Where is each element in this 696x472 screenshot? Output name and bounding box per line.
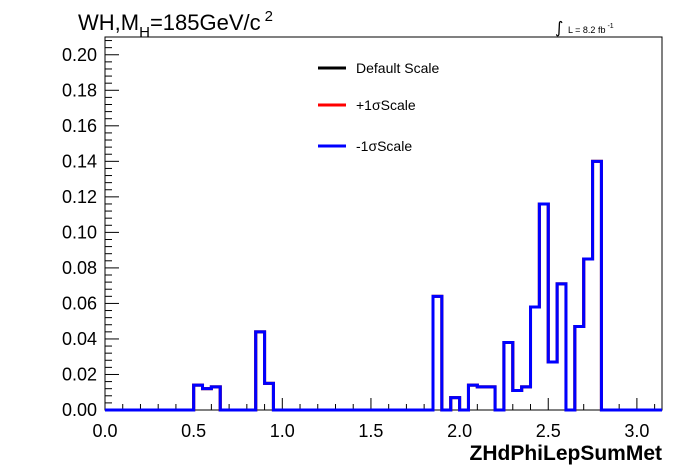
legend-entry-label: +1σScale (356, 97, 416, 113)
x-axis: 0.0 0.5 1.0 1.5 2.0 2.5 3.0 (92, 398, 656, 441)
histogram-series-line (105, 159, 662, 412)
legend-entry-label: Default Scale (356, 60, 439, 76)
legend: Default Scale +1σScale -1σScale (318, 60, 439, 154)
title-rest: =185GeV/c (150, 10, 261, 35)
chart-title: WH,MH=185GeV/c 2 (78, 8, 273, 41)
y-tick-label: 0.20 (62, 45, 97, 65)
y-tick-label: 0.02 (62, 364, 97, 384)
title-superscript: 2 (265, 8, 273, 25)
lumi-label-group: ∫ L = 8.2 fb -1 (555, 18, 614, 37)
x-tick-label: 0.5 (181, 421, 206, 441)
histogram-series-line (105, 159, 662, 412)
histogram-series-line (105, 159, 662, 412)
plot-frame (104, 36, 663, 411)
x-axis-label: ZHdPhiLepSumMet (470, 442, 663, 465)
x-tick-label: 2.0 (447, 421, 472, 441)
x-tick-label: 3.0 (624, 421, 649, 441)
legend-entry-label: -1σScale (356, 138, 412, 154)
y-axis: 0.00 0.02 0.04 0.06 0.08 0.10 0.12 0.14 0.16 0.18… (62, 40, 119, 420)
x-tick-label: 0.0 (92, 421, 117, 441)
y-tick-label: 0.10 (62, 222, 97, 242)
lumi-label: L = 8.2 fb -1 (568, 23, 614, 35)
x-tick-label: 2.5 (536, 421, 561, 441)
y-tick-label: 0.06 (62, 293, 97, 313)
y-tick-label: 0.12 (62, 187, 97, 207)
y-tick-label: 0.18 (62, 80, 97, 100)
integral-sign-icon: ∫ (555, 18, 563, 37)
y-tick-label: 0.04 (62, 329, 97, 349)
x-tick-label: 1.0 (270, 421, 295, 441)
y-tick-label: 0.16 (62, 116, 97, 136)
title-main: WH,M (78, 10, 139, 35)
y-tick-label: 0.00 (62, 400, 97, 420)
series-layer (105, 159, 662, 412)
x-tick-label: 1.5 (358, 421, 383, 441)
y-tick-label: 0.14 (62, 151, 97, 171)
title-subscript: H (139, 24, 150, 41)
y-tick-label: 0.08 (62, 258, 97, 278)
